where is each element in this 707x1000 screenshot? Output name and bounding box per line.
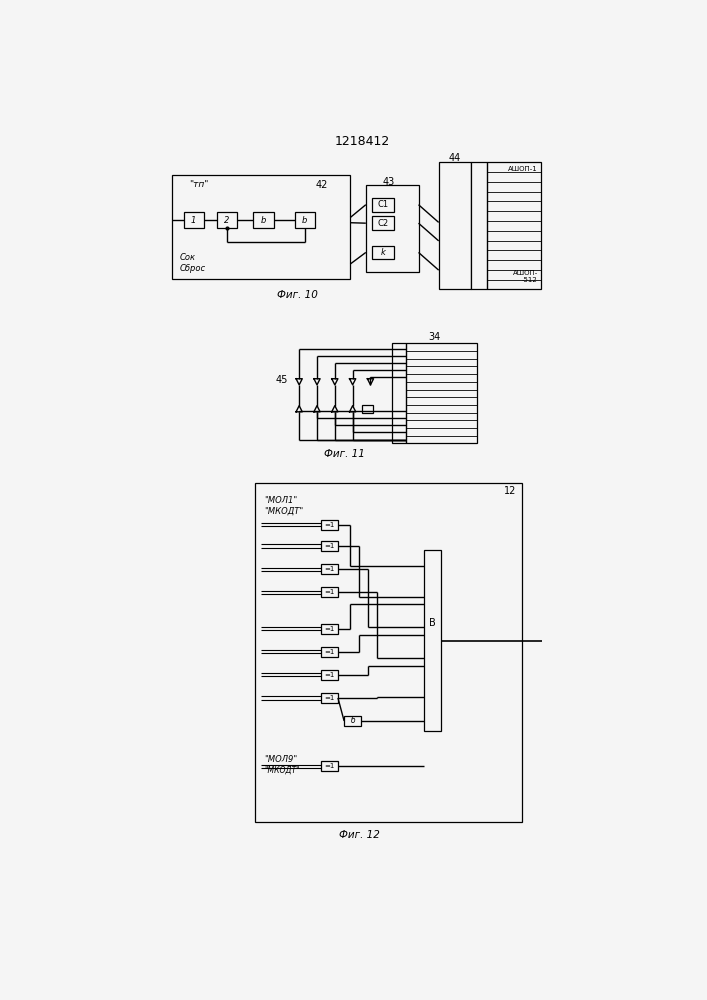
Text: "МОЛ1": "МОЛ1" (264, 496, 298, 505)
Bar (366, 185, 419, 272)
Bar (321, 541, 338, 551)
Bar (255, 483, 522, 822)
Bar (172, 175, 351, 279)
Text: b: b (302, 216, 308, 225)
Bar (424, 550, 441, 731)
Text: =1: =1 (325, 763, 334, 769)
Bar (372, 198, 394, 212)
Text: 34: 34 (428, 332, 441, 342)
Bar (372, 246, 394, 259)
Text: =1: =1 (325, 649, 334, 655)
Text: Фиг. 11: Фиг. 11 (324, 449, 365, 459)
Bar (321, 564, 338, 574)
Text: =1: =1 (325, 695, 334, 701)
Bar (321, 587, 338, 597)
Text: АШОП-1: АШОП-1 (508, 166, 538, 172)
Text: 2: 2 (224, 216, 230, 225)
Bar (217, 212, 237, 228)
Text: АШОП-
-512: АШОП- -512 (513, 270, 538, 283)
Bar (392, 343, 477, 443)
Text: "МКОДТ": "МКОДТ" (264, 765, 300, 774)
Bar (253, 212, 274, 228)
Text: Сброс: Сброс (180, 264, 206, 273)
Text: C1: C1 (378, 200, 388, 209)
Bar (321, 761, 338, 771)
Text: 1: 1 (191, 216, 197, 225)
Text: 45: 45 (276, 375, 288, 385)
Bar (472, 162, 541, 289)
Text: k: k (380, 248, 385, 257)
Text: Фиг. 10: Фиг. 10 (277, 290, 318, 300)
Bar (184, 212, 204, 228)
Bar (321, 670, 338, 680)
Text: =1: =1 (325, 672, 334, 678)
Text: =1: =1 (325, 626, 334, 632)
Text: 44: 44 (449, 153, 461, 163)
Bar (321, 520, 338, 530)
Bar (438, 162, 472, 289)
Bar (321, 624, 338, 634)
Text: "МОЛ9": "МОЛ9" (264, 755, 298, 764)
Text: =1: =1 (325, 566, 334, 572)
Bar (362, 405, 373, 413)
Text: =1: =1 (325, 589, 334, 595)
Bar (295, 212, 315, 228)
Text: B: B (429, 618, 436, 628)
Text: 12: 12 (504, 486, 516, 496)
Text: 43: 43 (383, 177, 395, 187)
Text: C2: C2 (378, 219, 388, 228)
Bar (321, 693, 338, 703)
Bar (321, 647, 338, 657)
Text: 42: 42 (315, 180, 328, 190)
Text: Сок: Сок (180, 253, 196, 262)
Text: b: b (261, 216, 267, 225)
Text: Фиг. 12: Фиг. 12 (339, 830, 380, 840)
Bar (372, 216, 394, 230)
Text: =1: =1 (325, 543, 334, 549)
Text: =1: =1 (325, 522, 334, 528)
Text: б: б (350, 716, 355, 725)
Bar (344, 716, 361, 726)
Text: "тп": "тп" (189, 180, 209, 189)
Text: 1218412: 1218412 (335, 135, 390, 148)
Text: "МКОДТ": "МКОДТ" (264, 507, 303, 516)
